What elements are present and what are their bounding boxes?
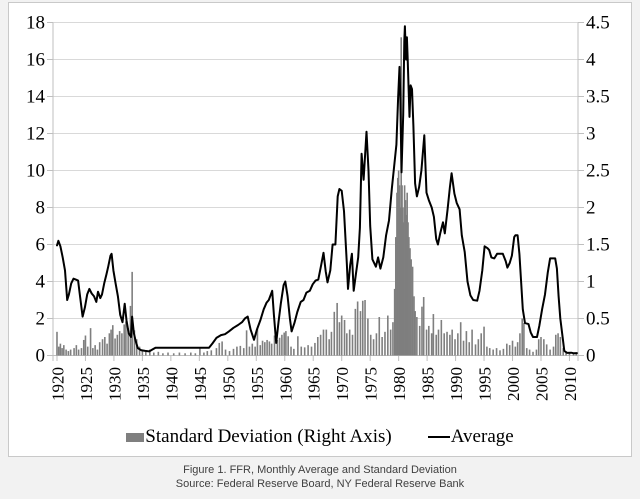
caption-title: Figure 1. FFR, Monthly Average and Stand… — [183, 464, 457, 476]
sd-bars — [56, 37, 578, 356]
svg-text:1: 1 — [586, 272, 596, 293]
svg-text:16: 16 — [26, 50, 45, 71]
svg-text:2010: 2010 — [561, 367, 580, 401]
svg-text:2: 2 — [586, 198, 596, 219]
svg-text:14: 14 — [26, 87, 46, 108]
svg-text:1930: 1930 — [105, 367, 124, 401]
svg-text:3: 3 — [586, 124, 596, 145]
svg-text:1985: 1985 — [419, 367, 438, 401]
caption: Figure 1. FFR, Monthly Average and Stand… — [0, 463, 640, 491]
svg-text:2005: 2005 — [532, 367, 551, 401]
svg-text:1995: 1995 — [476, 367, 495, 401]
average-line-marker-icon — [427, 436, 450, 438]
svg-text:3.5: 3.5 — [586, 87, 610, 108]
caption-source: Source: Federal Reserve Board, NY Federa… — [175, 478, 465, 490]
svg-text:0: 0 — [36, 346, 46, 367]
svg-text:1970: 1970 — [333, 367, 352, 401]
sd-bar-swatch-icon — [126, 432, 145, 442]
svg-text:1940: 1940 — [162, 367, 181, 401]
svg-text:2000: 2000 — [504, 367, 523, 401]
chart-figure — [8, 2, 632, 457]
svg-text:1975: 1975 — [362, 367, 381, 401]
legend-average-label: Average — [450, 426, 514, 447]
svg-text:18: 18 — [26, 13, 45, 34]
legend: Standard Deviation (Right Axis) Average — [40, 424, 600, 450]
svg-text:0: 0 — [586, 346, 596, 367]
svg-text:4: 4 — [36, 272, 46, 293]
svg-text:1950: 1950 — [219, 367, 238, 401]
svg-text:1.5: 1.5 — [586, 235, 610, 256]
svg-text:0.5: 0.5 — [586, 309, 610, 330]
svg-text:1980: 1980 — [390, 367, 409, 401]
svg-text:2: 2 — [36, 309, 46, 330]
average-line — [56, 25, 578, 355]
svg-text:1945: 1945 — [191, 367, 210, 401]
svg-text:4.5: 4.5 — [586, 13, 610, 34]
svg-text:1935: 1935 — [134, 367, 153, 401]
svg-text:1960: 1960 — [276, 367, 295, 401]
svg-text:6: 6 — [36, 235, 46, 256]
left-axis-labels: 0 2 4 6 8 10 12 14 16 18 — [26, 13, 46, 367]
svg-text:1990: 1990 — [447, 367, 466, 401]
svg-text:8: 8 — [36, 198, 46, 219]
right-axis-labels: 0 0.5 1 1.5 2 2.5 3 3.5 4 4.5 — [586, 13, 610, 367]
svg-text:4: 4 — [586, 50, 596, 71]
svg-text:1955: 1955 — [248, 367, 267, 401]
legend-average-item: Average — [427, 426, 514, 448]
svg-text:1925: 1925 — [77, 367, 96, 401]
svg-text:1965: 1965 — [305, 367, 324, 401]
x-axis-labels: 1920 1925 1930 1935 1940 1945 1950 1955 1960 1965… — [48, 367, 579, 401]
svg-text:10: 10 — [26, 161, 45, 182]
legend-sd-label: Standard Deviation (Right Axis) — [145, 426, 392, 447]
axis-ticks — [47, 22, 584, 361]
legend-sd-item: Standard Deviation (Right Axis) — [126, 426, 392, 448]
svg-text:12: 12 — [26, 124, 45, 145]
svg-text:2.5: 2.5 — [586, 161, 610, 182]
svg-text:1920: 1920 — [48, 367, 67, 401]
